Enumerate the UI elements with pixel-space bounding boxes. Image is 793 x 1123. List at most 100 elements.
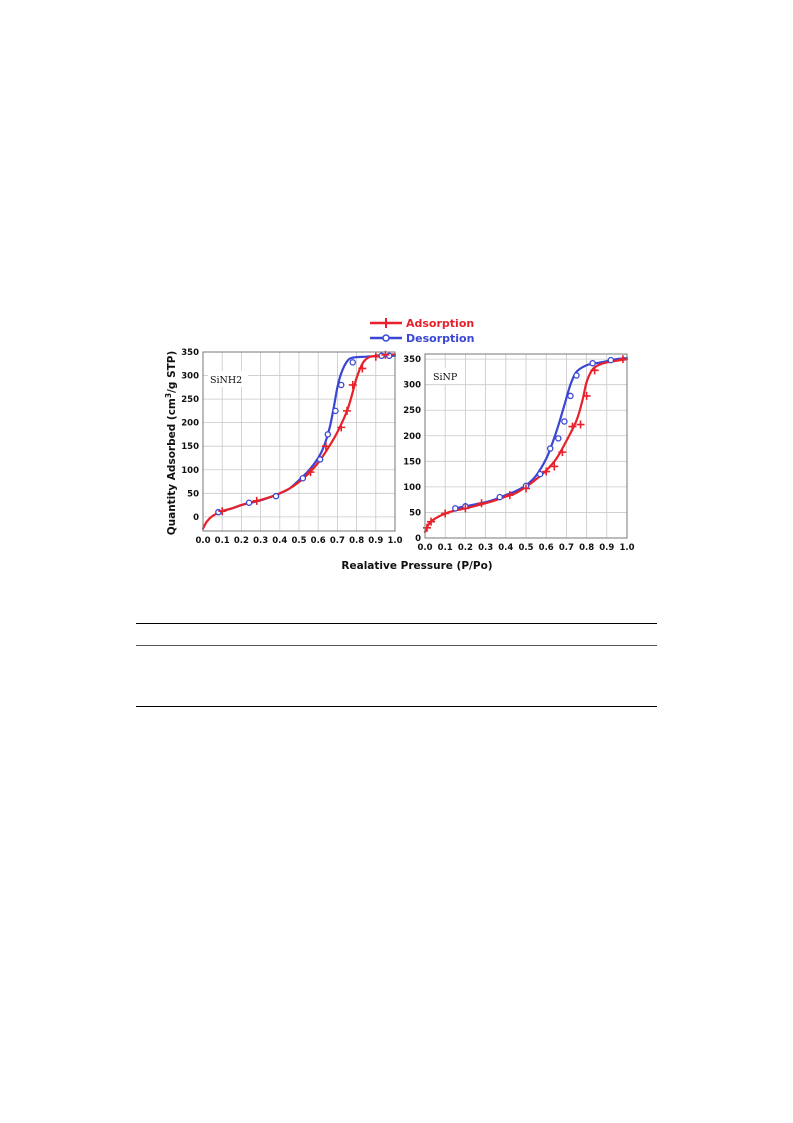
x-tick-label: 0.6 [539,543,554,553]
x-tick-label: 0.0 [195,536,210,546]
y-tick-label: 300 [403,381,421,391]
y-tick-label: 250 [181,395,199,405]
plot-frame [202,351,396,532]
x-tick-label: 0.0 [417,543,432,553]
legend-label-adsorption: Adsorption [406,317,474,330]
x-tick-label: 0.2 [458,543,473,553]
data-point-adsorption [568,422,577,431]
data-point-desorption [337,381,345,389]
y-tick-label: 250 [403,406,421,416]
data-point-adsorption [343,406,351,415]
data-point-adsorption [218,507,227,516]
data-point-desorption [332,407,339,415]
legend-label-desorption: Desorption [406,332,474,345]
y-tick-label: 150 [403,457,421,467]
y-tick-labels: 350 300 250 200 150 100 50 0 [403,355,421,544]
x-tick-label: 0.9 [599,543,614,553]
y-tick-label: 300 [181,372,199,382]
data-point-desorption [385,352,393,360]
x-tick-label: 0.8 [349,536,364,546]
x-tick-labels: 0.0 0.1 0.2 0.3 0.4 0.5 0.6 0.7 0.8 0.9 1.0 [195,536,402,546]
y-tick-label: 0 [193,513,199,523]
y-tick-label: 100 [181,466,199,476]
data-point-desorption [561,418,568,425]
data-point-adsorption [558,448,567,457]
y-tick-label: 150 [181,442,199,452]
y-tick-label: 100 [403,483,421,493]
data-point-adsorption [505,491,514,500]
data-point-adsorption [582,391,591,400]
data-point-adsorption [371,352,380,361]
data-point-adsorption [441,509,450,518]
x-tick-label: 0.9 [368,536,383,546]
data-point-adsorption [358,364,367,373]
legend-marker-adsorption [381,318,391,328]
plot-frame [424,353,628,539]
y-axis-title-superscript: 3 [164,393,173,398]
panel-sinh2: 350 300 250 200 150 100 50 0 0.0 0.1 0.2 0.3 0.4 0.5… [181,348,402,546]
panel-label: SiNP [433,372,458,383]
y-tick-label: 200 [181,419,199,429]
data-point-adsorption [252,496,261,505]
data-point-desorption [496,493,503,501]
data-point-desorption [546,445,554,452]
x-tick-label: 0.7 [330,536,345,546]
data-point-desorption [245,499,253,506]
y-tick-label: 0 [415,534,421,544]
data-point-adsorption [306,468,315,477]
y-tick-labels: 350 300 250 200 150 100 50 0 [181,348,199,523]
x-tick-label: 0.1 [438,543,453,553]
data-point-adsorption [618,355,627,364]
y-axis-title-unit: /g STP) [166,351,178,393]
data-point-desorption [555,435,562,442]
legend-entry-desorption: Desorption [370,332,474,345]
legend-entry-adsorption: Adsorption [370,317,474,330]
y-tick-label: 350 [181,348,199,358]
data-point-adsorption [477,499,486,508]
data-point-desorption [589,359,596,367]
y-tick-label: 200 [403,432,421,442]
x-tick-label: 0.5 [518,543,533,553]
y-tick-label: 350 [403,355,421,365]
x-tick-label: 0.1 [215,536,230,546]
data-point-desorption [272,492,280,500]
data-point-adsorption [321,442,330,451]
panel-label-box [208,371,248,387]
data-point-desorption [378,352,385,360]
y-axis-title-main: Quantity Adsorbed (cm [166,398,178,535]
x-tick-label: 0.3 [253,536,268,546]
data-point-desorption [567,392,574,400]
x-tick-label: 1.0 [619,543,634,553]
data-point-desorption [607,356,615,364]
table-top-rule [136,623,657,624]
data-point-desorption [316,456,324,463]
series-markers [215,350,393,516]
data-point-desorption [452,505,459,512]
data-point-adsorption [522,484,530,493]
legend-marker-desorption [382,334,390,342]
data-point-adsorption [461,504,470,513]
data-point-desorption [573,372,580,379]
data-point-adsorption [423,523,432,532]
panel-sinp: 350 300 250 200 150 100 50 0 0.0 0.1 0.2 0.3 0.4 0.5… [403,353,635,553]
x-tick-labels: 0.0 0.1 0.2 0.3 0.4 0.5 0.6 0.7 0.8 0.9 1.0 [417,543,634,553]
x-tick-label: 0.8 [579,543,594,553]
y-tick-label: 50 [409,508,421,518]
data-point-adsorption [576,420,585,429]
data-point-desorption [324,431,332,438]
data-point-desorption [299,474,307,482]
data-point-adsorption [348,380,357,389]
data-point-desorption [215,508,222,516]
x-tick-label: 0.4 [498,543,513,553]
data-point-adsorption [590,366,599,375]
y-axis-title: Quantity Adsorbed (cm3/g STP) [164,351,178,536]
data-point-desorption [536,470,544,478]
data-point-adsorption [427,517,436,526]
data-point-adsorption [337,423,346,432]
table-header-rule [136,645,657,646]
panel-label-box [430,368,462,384]
x-tick-label: 0.2 [234,536,249,546]
y-tick-label: 50 [187,489,199,499]
x-tick-label: 0.6 [311,536,326,546]
